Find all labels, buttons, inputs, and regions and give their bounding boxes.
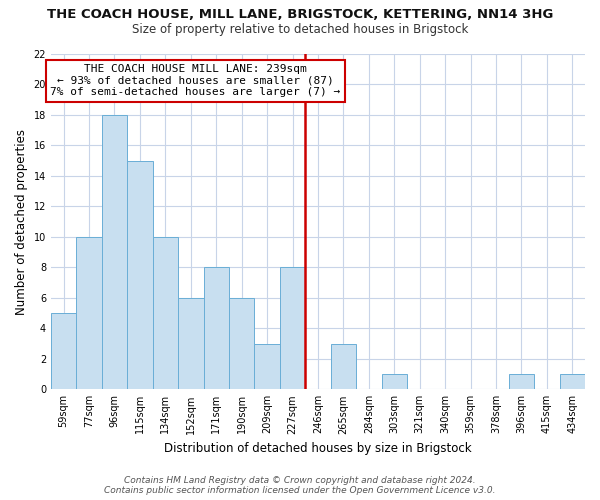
Bar: [127, 160, 152, 390]
Bar: [254, 344, 280, 390]
Text: THE COACH HOUSE, MILL LANE, BRIGSTOCK, KETTERING, NN14 3HG: THE COACH HOUSE, MILL LANE, BRIGSTOCK, K…: [47, 8, 553, 20]
Text: THE COACH HOUSE MILL LANE: 239sqm
← 93% of detached houses are smaller (87)
7% o: THE COACH HOUSE MILL LANE: 239sqm ← 93% …: [50, 64, 340, 98]
Bar: [560, 374, 585, 390]
Bar: [51, 313, 76, 390]
Bar: [382, 374, 407, 390]
Bar: [102, 115, 127, 390]
Bar: [280, 268, 305, 390]
Text: Size of property relative to detached houses in Brigstock: Size of property relative to detached ho…: [132, 22, 468, 36]
Y-axis label: Number of detached properties: Number of detached properties: [15, 128, 28, 314]
Bar: [331, 344, 356, 390]
Bar: [229, 298, 254, 390]
Bar: [152, 237, 178, 390]
Bar: [76, 237, 102, 390]
Bar: [178, 298, 203, 390]
Bar: [203, 268, 229, 390]
X-axis label: Distribution of detached houses by size in Brigstock: Distribution of detached houses by size …: [164, 442, 472, 455]
Text: Contains HM Land Registry data © Crown copyright and database right 2024.
Contai: Contains HM Land Registry data © Crown c…: [104, 476, 496, 495]
Bar: [509, 374, 534, 390]
